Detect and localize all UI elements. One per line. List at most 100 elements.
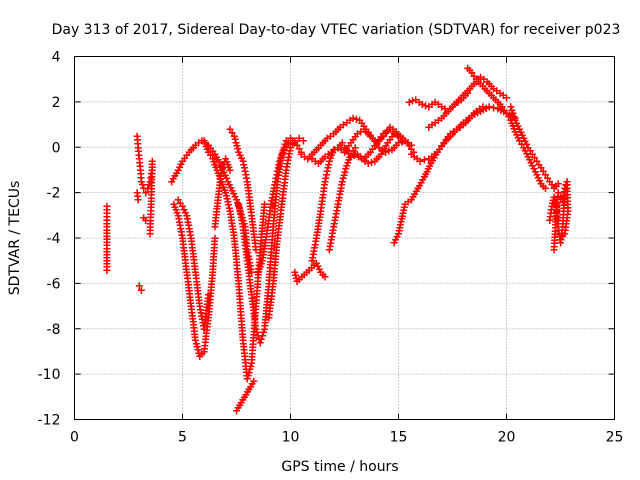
data-point: + xyxy=(242,233,250,248)
data-point: + xyxy=(477,77,485,92)
data-point: + xyxy=(551,227,559,242)
data-point: + xyxy=(459,116,467,131)
data-point: + xyxy=(194,343,202,358)
data-point: + xyxy=(236,299,244,314)
data-point: + xyxy=(148,170,156,185)
data-point: + xyxy=(417,176,425,191)
data-point: + xyxy=(274,228,282,243)
data-point: + xyxy=(537,161,545,176)
data-point: + xyxy=(551,224,559,239)
data-point: + xyxy=(256,243,264,258)
data-point: + xyxy=(310,145,318,160)
data-point: + xyxy=(405,139,413,154)
data-point: + xyxy=(521,144,529,159)
series-s19: ++++++++++++++++++++++++++++++++++++++++… xyxy=(390,100,487,251)
data-point: + xyxy=(411,187,419,202)
data-point: + xyxy=(148,176,156,191)
data-point: + xyxy=(210,250,218,265)
data-point: + xyxy=(272,247,280,262)
data-point: + xyxy=(201,313,209,328)
data-point: + xyxy=(317,204,325,219)
data-point: + xyxy=(315,157,323,172)
data-point: + xyxy=(245,366,253,381)
data-point: + xyxy=(308,261,316,276)
data-point: + xyxy=(236,399,244,414)
data-point: + xyxy=(298,270,306,285)
data-point: + xyxy=(136,163,144,178)
data-point: + xyxy=(405,95,413,110)
data-point: + xyxy=(444,132,452,147)
data-point: + xyxy=(563,211,571,226)
data-point: + xyxy=(271,199,279,214)
data-point: + xyxy=(273,184,281,199)
data-point: + xyxy=(384,123,392,138)
data-point: + xyxy=(253,290,261,305)
data-point: + xyxy=(324,161,332,176)
data-point: + xyxy=(337,181,345,196)
data-point: + xyxy=(426,159,434,174)
data-point: + xyxy=(514,131,522,146)
data-point: + xyxy=(134,193,142,208)
data-point: + xyxy=(205,305,213,320)
data-point: + xyxy=(272,253,280,268)
data-point: + xyxy=(379,129,387,144)
data-point: + xyxy=(203,298,211,313)
data-point: + xyxy=(308,148,316,163)
data-point: + xyxy=(265,274,273,289)
data-point: + xyxy=(196,349,204,364)
data-point: + xyxy=(349,111,357,126)
data-point: + xyxy=(311,241,319,256)
data-point: + xyxy=(103,263,111,278)
data-point: + xyxy=(186,293,194,308)
data-point: + xyxy=(327,152,335,167)
data-point: + xyxy=(551,194,559,209)
data-point: + xyxy=(315,216,323,231)
data-point: + xyxy=(245,267,253,282)
data-point: + xyxy=(225,178,233,193)
data-point: + xyxy=(252,303,260,318)
data-point: + xyxy=(552,209,560,224)
data-point: + xyxy=(524,150,532,165)
data-point: + xyxy=(201,319,209,334)
data-point: + xyxy=(518,129,526,144)
data-point: + xyxy=(177,225,185,240)
data-point: + xyxy=(560,208,568,223)
data-point: + xyxy=(240,217,248,232)
data-point: + xyxy=(269,220,277,235)
data-point: + xyxy=(553,202,561,217)
data-point: + xyxy=(138,284,146,299)
data-point: + xyxy=(457,93,465,108)
data-point: + xyxy=(234,274,242,289)
data-point: + xyxy=(476,102,484,117)
data-point: + xyxy=(198,134,206,149)
data-point: + xyxy=(379,145,387,160)
data-point: + xyxy=(235,197,243,212)
data-point: + xyxy=(389,125,397,140)
data-point: + xyxy=(397,129,405,144)
data-point: + xyxy=(241,239,249,254)
data-point: + xyxy=(277,154,285,169)
data-point: + xyxy=(201,342,209,357)
series-s18: +++++++++++++++++++++++++ xyxy=(351,127,417,171)
data-point: + xyxy=(189,247,197,262)
data-point: + xyxy=(198,313,206,328)
data-point: + xyxy=(261,197,269,212)
data-point: + xyxy=(428,150,436,165)
data-point: + xyxy=(271,202,279,217)
data-point: + xyxy=(265,311,273,326)
data-point: + xyxy=(191,262,199,277)
data-point: + xyxy=(360,152,368,167)
data-point: + xyxy=(329,223,337,238)
data-point: + xyxy=(232,136,240,151)
data-point: + xyxy=(557,236,565,251)
data-point: + xyxy=(148,167,156,182)
data-point: + xyxy=(450,125,458,140)
data-point: + xyxy=(266,261,274,276)
data-point: + xyxy=(103,200,111,215)
data-point: + xyxy=(358,117,366,132)
data-point: + xyxy=(490,91,498,106)
data-point: + xyxy=(245,190,253,205)
data-point: + xyxy=(327,129,335,144)
data-point: + xyxy=(278,194,286,209)
data-point: + xyxy=(321,270,329,285)
